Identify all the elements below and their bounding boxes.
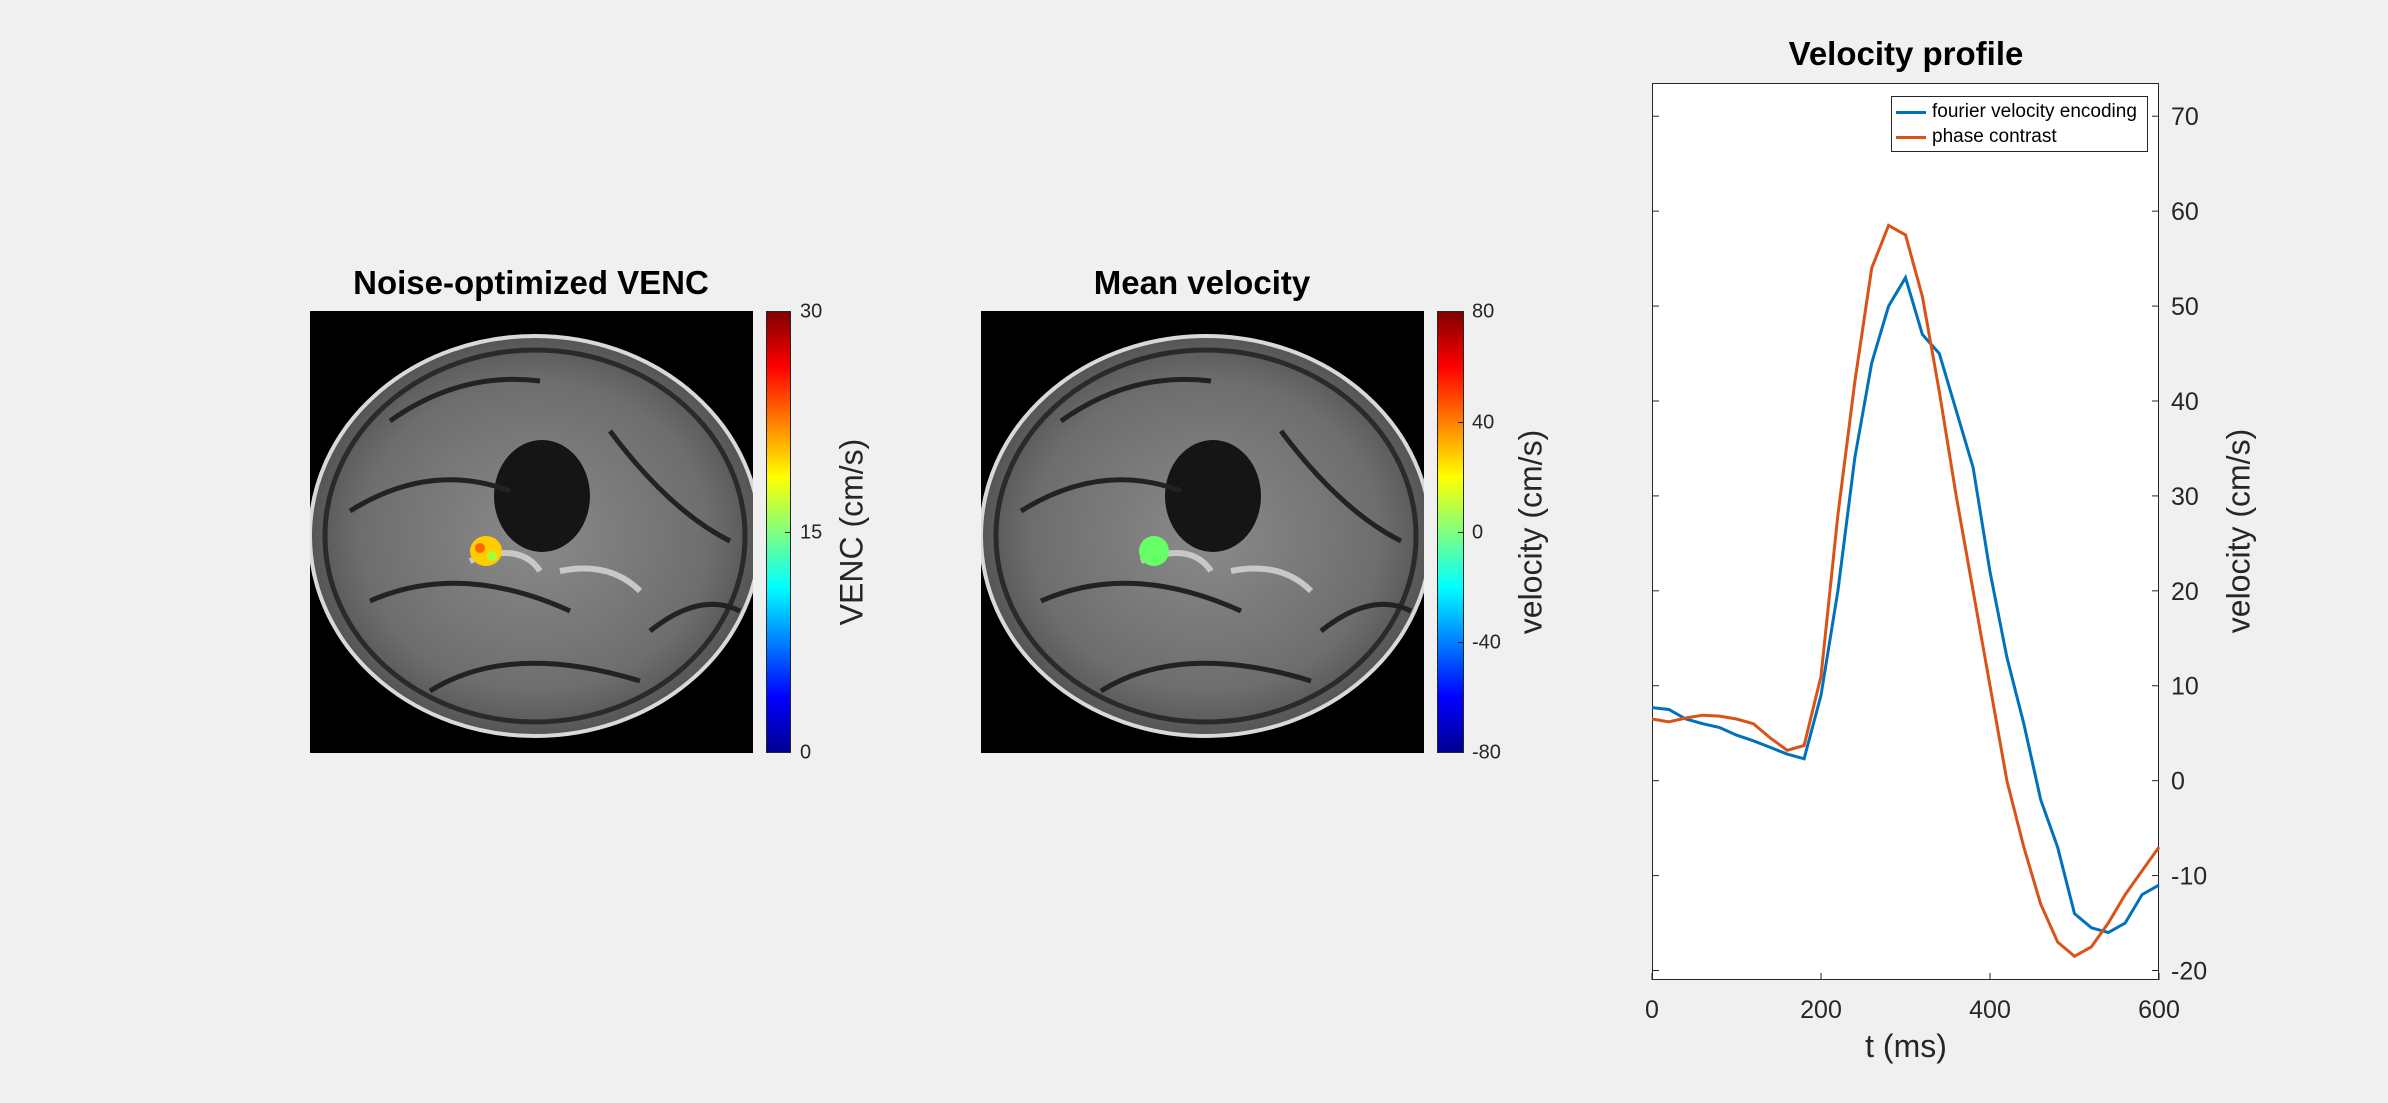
x-axis-label: t (ms) [1865,1028,1947,1064]
x-tick-label: 0 [1645,996,1659,1024]
colorbar-tick-mark [1458,532,1464,533]
velocity-profile-axes [1651,83,2161,980]
colorbar-tick-mark [1458,752,1464,753]
venc-colorbar-tick: 15 [800,521,823,544]
colorbar-tick-mark [1458,422,1464,423]
velocity-profile-plot [1651,223,2161,959]
legend-item-phase: phase contrast [1896,125,2057,149]
venc-colorbar-tick: 0 [800,741,812,764]
velocity-colorbar-tick: 0 [1472,521,1484,544]
velocity-colorbar-tick: -40 [1472,631,1501,654]
y-tick-label: 50 [2171,293,2199,321]
colorbar-tick-mark [785,311,791,312]
y-tick-label: 60 [2171,198,2199,226]
x-tick-label: 400 [1969,996,2011,1024]
y-tick-label: -10 [2171,863,2207,891]
colorbar-tick-mark [785,532,791,533]
velocity-colorbar-tick: 80 [1472,300,1495,323]
y-tick-label: 0 [2171,768,2185,796]
velocity-colorbar-tick: 40 [1472,411,1495,434]
x-tick-label: 200 [1800,996,1842,1024]
series-line-fourier [1651,273,2160,935]
y-tick-label: 40 [2171,388,2199,416]
series-line-phase-contrast [1651,223,2161,959]
legend-label-fourier: fourier velocity encoding [1932,101,2137,122]
velocity-colorbar-tick: -80 [1472,741,1501,764]
chart-title: Velocity profile [1788,35,2024,72]
mean-velocity-title: Mean velocity [1093,264,1311,301]
y-tick-label: 30 [2171,483,2199,511]
y-tick-label: 70 [2171,103,2199,131]
colorbar-tick-mark [785,752,791,753]
mri-slice-graphic [310,334,753,738]
mri-slice-graphic [981,334,1424,738]
mean-velocity-image [981,311,1424,753]
y-tick-label: 20 [2171,578,2199,606]
legend-swatch-phase [1896,135,1926,139]
legend-item-fourier: fourier velocity encoding [1896,100,2137,124]
colorbar-tick-mark [1458,642,1464,643]
colorbar-tick-mark [1458,311,1464,312]
venc-colorbar-label: VENC (cm/s) [833,438,870,626]
venc-map-image [310,311,753,753]
legend-label-phase: phase contrast [1932,126,2057,147]
x-tick-label: 600 [2138,996,2180,1024]
y-tick-label: 10 [2171,673,2199,701]
y-axis-label: velocity (cm/s) [2220,428,2257,634]
venc-map-title: Noise-optimized VENC [353,264,709,301]
legend-swatch-fourier [1896,110,1926,114]
y-tick-label: -20 [2171,958,2207,986]
venc-colorbar-tick: 30 [800,300,823,323]
velocity-colorbar-label: velocity (cm/s) [1512,429,1549,635]
chart-legend[interactable]: fourier velocity encoding phase contrast [1891,96,2148,152]
